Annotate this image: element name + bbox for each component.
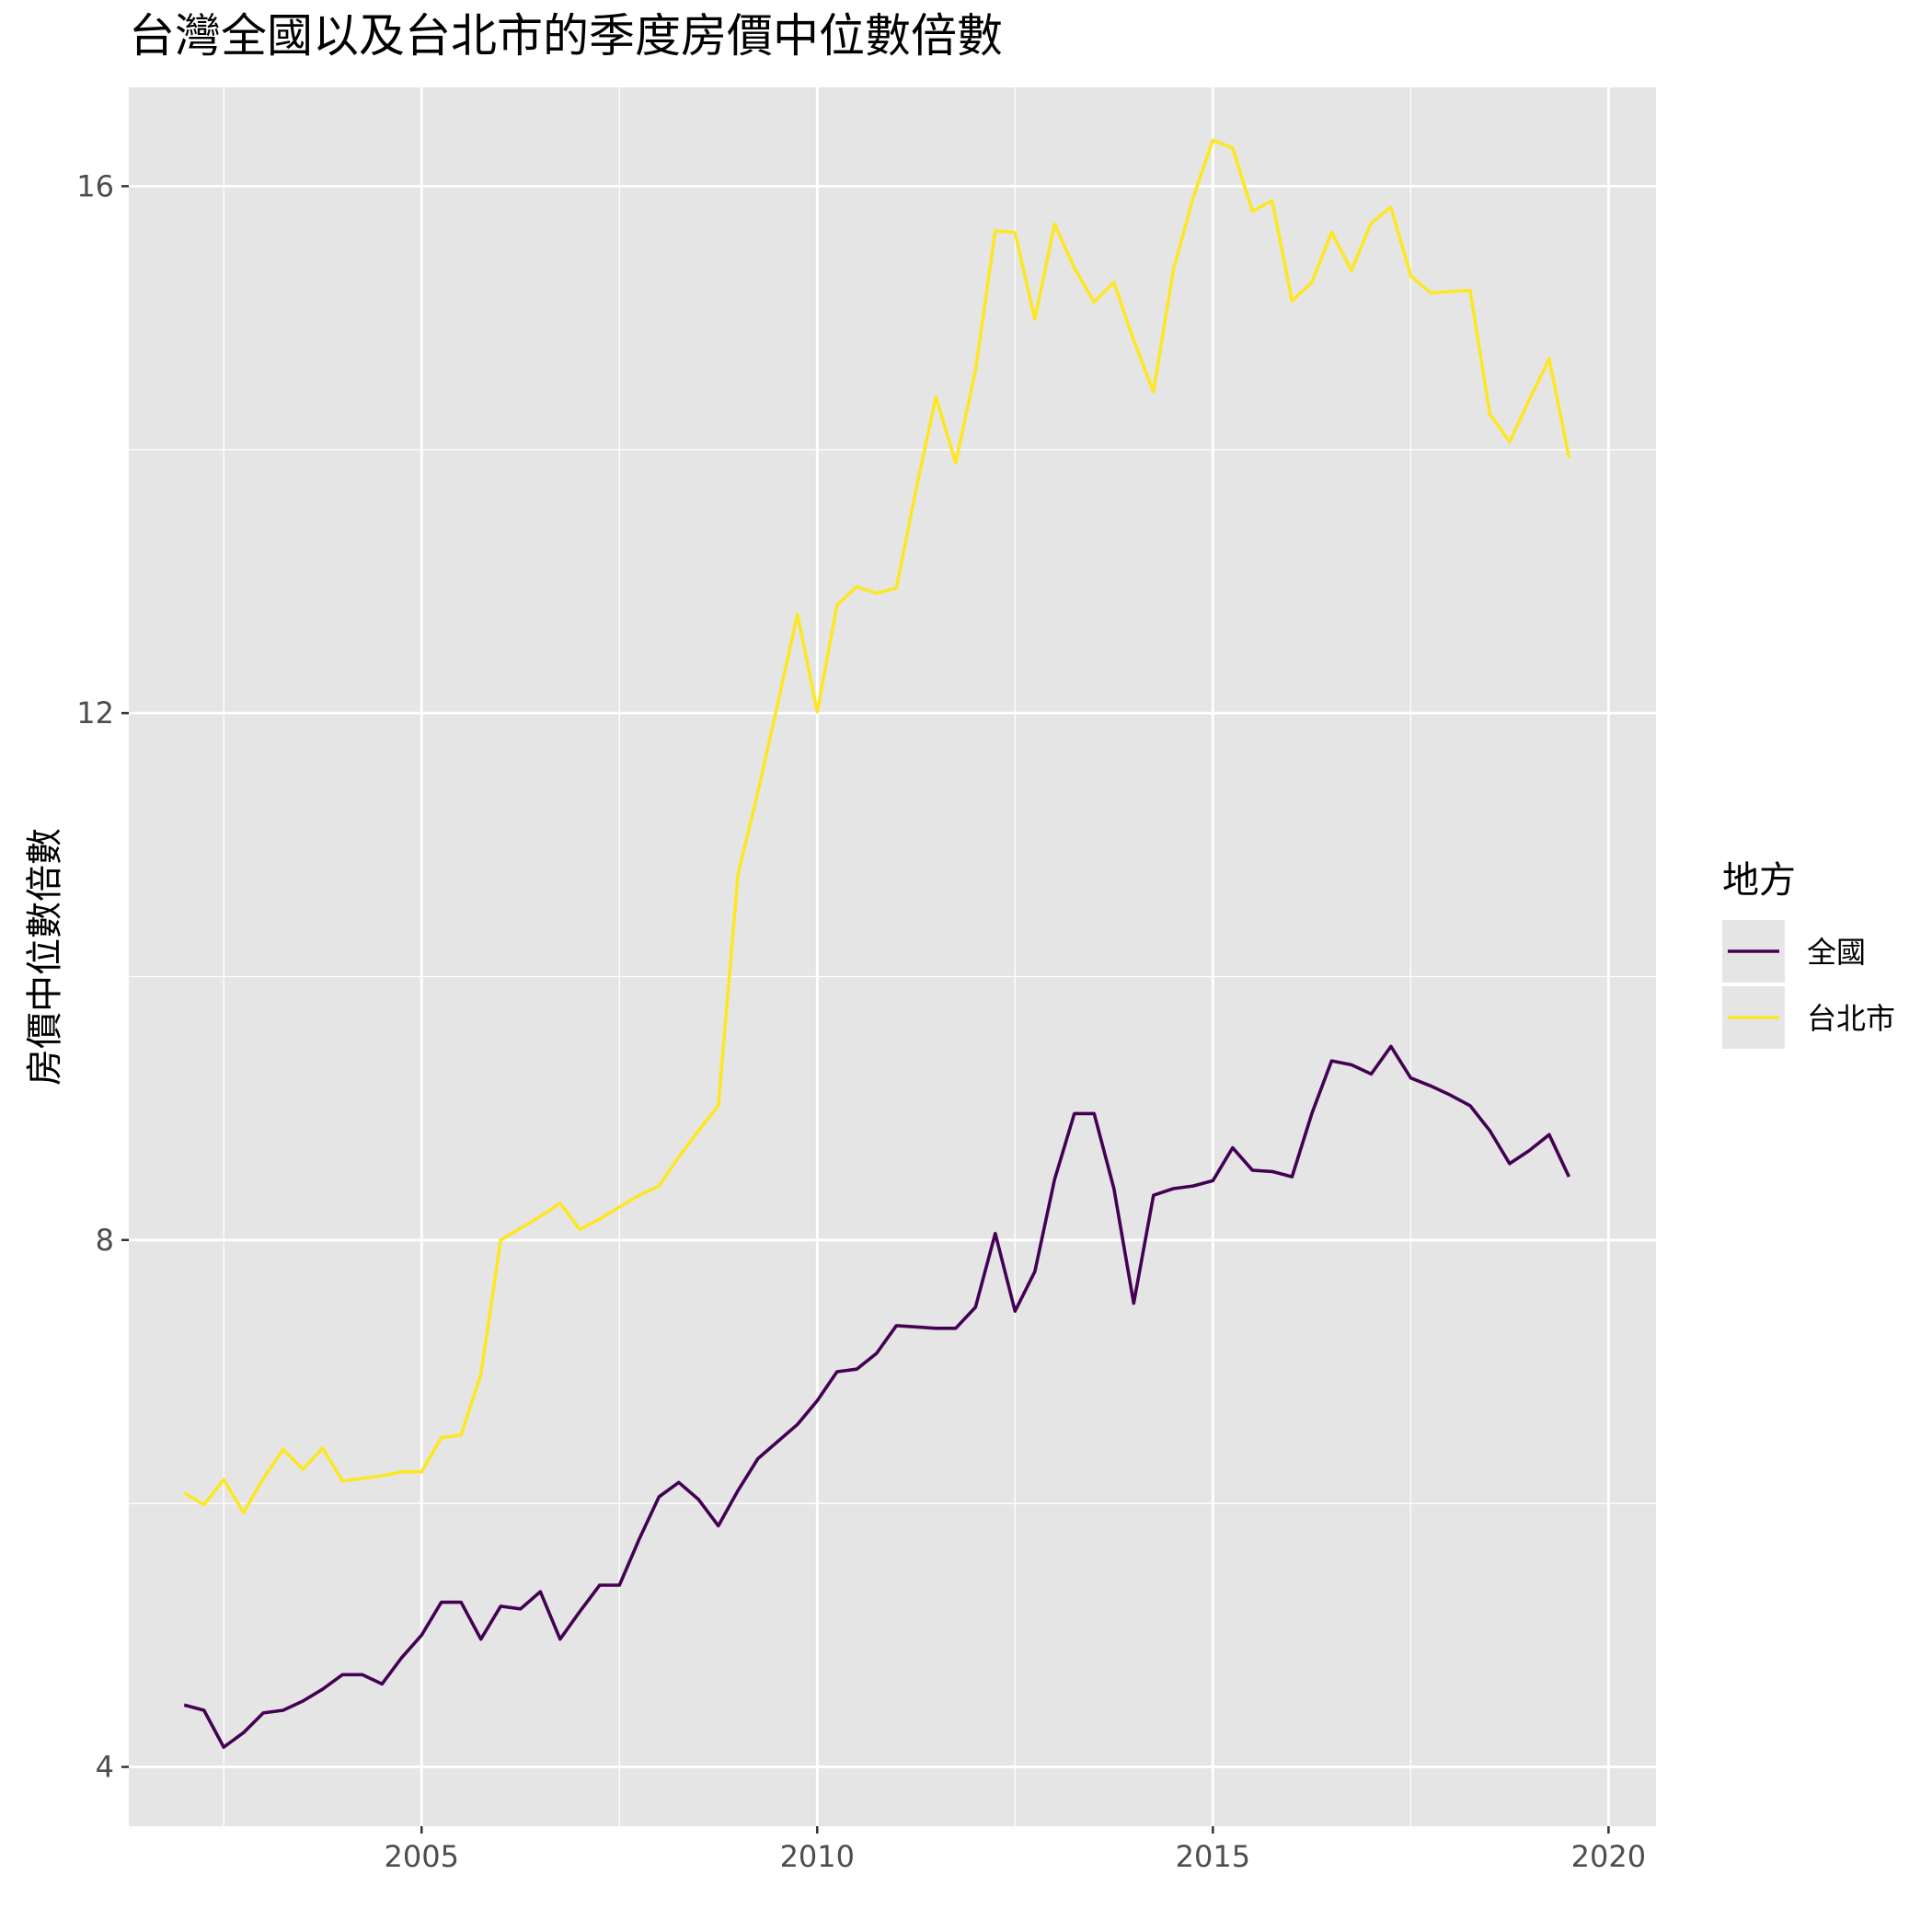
legend-title: 地方: [1722, 859, 1796, 902]
y-tick-label: 4: [96, 1750, 114, 1785]
y-tick-label: 16: [76, 168, 114, 203]
plot-background: [129, 87, 1656, 1826]
x-tick-label: 2020: [1571, 1839, 1646, 1874]
major-gridlines: [129, 87, 1656, 1826]
series-line-taipei: [183, 138, 1571, 1514]
y-axis-title: 房價中位數倍數: [24, 828, 66, 1086]
x-axis: 2005 2010 2015 2020: [385, 1826, 1646, 1874]
y-axis-ticks: 4 8 12 16: [76, 168, 129, 1785]
y-tick-label: 8: [96, 1223, 114, 1258]
y-axis: 4 8 12 16: [76, 168, 129, 1785]
series-lines: [183, 138, 1571, 1749]
x-axis-ticks: 2005 2010 2015 2020: [385, 1826, 1646, 1874]
x-tick-label: 2015: [1176, 1839, 1250, 1874]
x-tick-label: 2005: [385, 1839, 459, 1874]
legend-label-taipei: 台北市: [1807, 1001, 1895, 1036]
plot-panel: [129, 87, 1656, 1826]
chart-title: 台灣全國以及台北市的季度房價中位數倍數: [129, 9, 1003, 63]
series-line-national: [183, 1044, 1571, 1749]
y-tick-label: 12: [76, 696, 114, 730]
legend-label-national: 全國: [1807, 935, 1866, 970]
minor-gridlines: [129, 87, 1656, 1826]
x-tick-label: 2010: [780, 1839, 855, 1874]
